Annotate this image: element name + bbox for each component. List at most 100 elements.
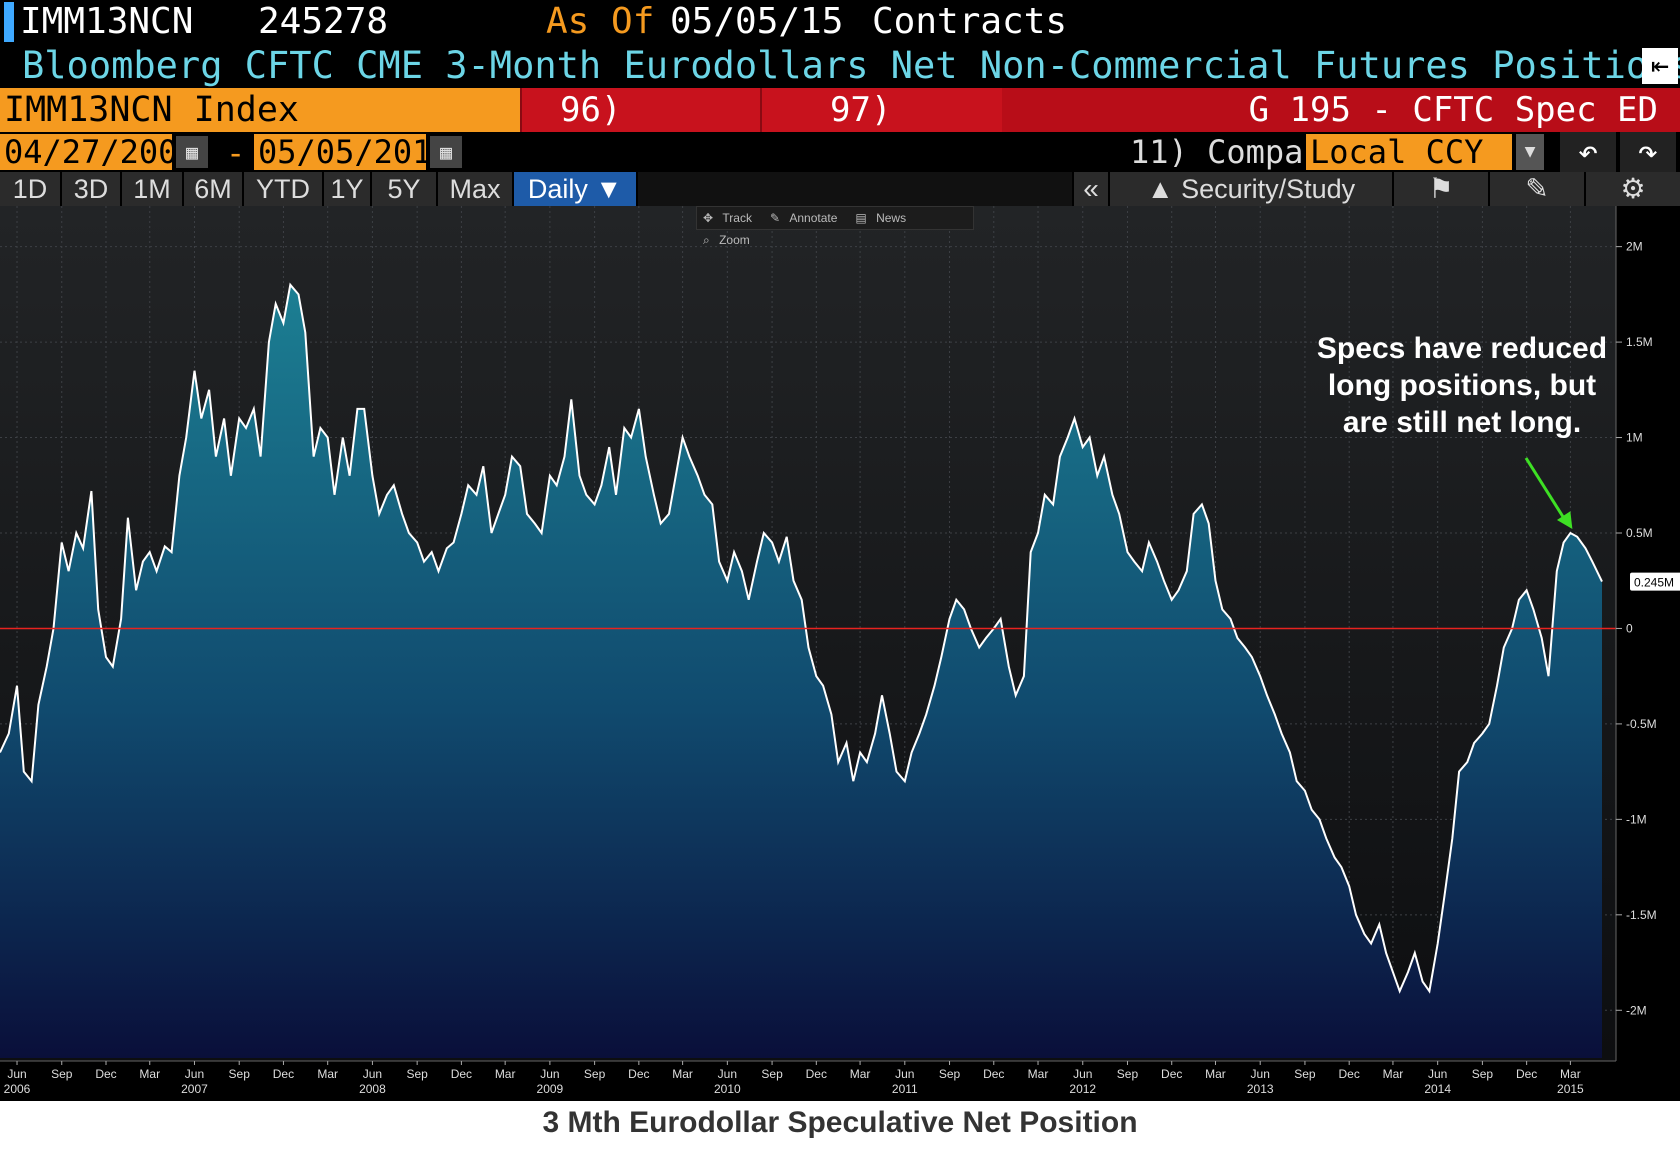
year-label: 2015 <box>1557 1082 1584 1096</box>
x-tick-label: Mar <box>672 1067 693 1081</box>
calendar-icon[interactable]: ▦ <box>176 136 208 168</box>
news-label: News <box>876 211 907 225</box>
y-tick-label: 0.5M <box>1626 526 1653 540</box>
year-label: 2013 <box>1247 1082 1274 1096</box>
tab-daily[interactable]: Daily ▼ <box>514 172 638 206</box>
tab-ytd[interactable]: YTD <box>244 172 324 206</box>
chevron-down-icon[interactable]: ▼ <box>1516 134 1544 170</box>
flag-icon[interactable]: ⚑ <box>1392 172 1488 206</box>
tab-3d[interactable]: 3D <box>62 172 122 206</box>
year-label: 2006 <box>4 1082 31 1096</box>
security-study-label: Security/Study <box>1181 174 1356 204</box>
redo-icon[interactable]: ↷ <box>1620 132 1676 172</box>
track-label: Track <box>722 211 752 225</box>
x-tick-label: Sep <box>229 1067 251 1081</box>
x-tick-label: Dec <box>451 1067 472 1081</box>
x-tick-label: Dec <box>983 1067 1004 1081</box>
gear-icon[interactable]: ⚙ <box>1584 172 1680 206</box>
x-tick-label: Sep <box>1117 1067 1139 1081</box>
x-tick-label: Dec <box>1161 1067 1182 1081</box>
x-tick-label: Mar <box>1560 1067 1581 1081</box>
x-tick-label: Mar <box>139 1067 160 1081</box>
edit-menu[interactable]: 97) Edit▼ <box>760 88 1002 174</box>
x-tick-label: Dec <box>806 1067 827 1081</box>
tab-max[interactable]: Max <box>438 172 514 206</box>
last-value-box <box>1630 572 1680 591</box>
chart-toolbar: ✥ Track ✎ Annotate ▤ News⌕ Zoom <box>696 206 974 247</box>
series-line <box>0 282 1603 994</box>
annotate-tool[interactable]: ✎ Annotate <box>764 207 849 229</box>
as-of-label: As Of <box>546 1 655 42</box>
x-tick-label: Dec <box>1339 1067 1360 1081</box>
x-tick-label: Jun <box>7 1067 26 1081</box>
date-range-bar: 04/27/2006 ▦ - 05/05/2015 ▦ 11) Compare … <box>0 132 1680 172</box>
index-name[interactable]: IMM13NCN Index <box>0 88 520 132</box>
year-label: 2007 <box>181 1082 208 1096</box>
tab-6m[interactable]: 6M <box>184 172 244 206</box>
x-tick-label: Jun <box>1073 1067 1092 1081</box>
annotation-text: are still net long. <box>1343 406 1581 439</box>
units-label: Contracts <box>872 1 1068 42</box>
x-tick-label: Jun <box>1428 1067 1447 1081</box>
x-tick-label: Sep <box>406 1067 428 1081</box>
x-tick-label: Jun <box>185 1067 204 1081</box>
undo-icon[interactable]: ↶ <box>1560 132 1616 172</box>
series-area <box>0 284 1602 1058</box>
x-tick-label: Jun <box>540 1067 559 1081</box>
x-tick-label: Jun <box>895 1067 914 1081</box>
title-bar: IMM13NCN 245278 As Of 05/05/15 Contracts <box>0 0 1680 44</box>
currency-select[interactable]: Local CCY <box>1306 134 1512 170</box>
annotation-text: long positions, but <box>1328 369 1596 402</box>
tab-1d[interactable]: 1D <box>0 172 62 206</box>
security-study-button[interactable]: ▲ Security/Study <box>1108 172 1392 206</box>
x-tick-label: Sep <box>939 1067 961 1081</box>
news-tool[interactable]: ▤ News <box>849 207 918 229</box>
zoom-tool[interactable]: ⌕ Zoom <box>697 229 762 251</box>
x-tick-label: Mar <box>1383 1067 1404 1081</box>
year-label: 2012 <box>1069 1082 1096 1096</box>
y-tick-label: -0.5M <box>1626 717 1657 731</box>
x-tick-label: Mar <box>1205 1067 1226 1081</box>
x-tick-label: Mar <box>495 1067 516 1081</box>
chart-icon: ▲ <box>1146 174 1174 204</box>
y-tick-label: 1.5M <box>1626 335 1653 349</box>
actions-menu[interactable]: 96) Actions▼ <box>520 88 760 174</box>
price-chart[interactable]: 2M 1.5M 1M 0.5M 0 -0.5M -1M -1.5M -2M 0.245M Jun Se… <box>0 206 1680 1101</box>
x-tick-label: Mar <box>850 1067 871 1081</box>
chart-area[interactable]: 2M 1.5M 1M 0.5M 0 -0.5M -1M -1.5M -2M 0.245M Jun Se… <box>0 206 1680 1101</box>
tab-5y[interactable]: 5Y <box>372 172 438 206</box>
year-label: 2014 <box>1424 1082 1451 1096</box>
end-date-field[interactable]: 05/05/2015 <box>254 134 451 170</box>
x-tick-label: Dec <box>628 1067 649 1081</box>
as-of-date: 05/05/15 <box>670 1 844 42</box>
chart-caption: 3 Mth Eurodollar Speculative Net Positio… <box>0 1101 1680 1151</box>
y-tick-label: 0 <box>1626 621 1633 635</box>
start-date-field[interactable]: 04/27/2006 <box>0 134 197 170</box>
y-tick-label: -1M <box>1626 812 1647 826</box>
export-icon[interactable]: ⇤ <box>1642 48 1678 84</box>
last-value-label: 0.245M <box>1634 576 1674 590</box>
x-tick-label: Sep <box>761 1067 783 1081</box>
x-tick-label: Sep <box>1472 1067 1494 1081</box>
x-tick-label: Dec <box>95 1067 116 1081</box>
range-separator: - <box>226 134 246 172</box>
last-value: 245278 <box>258 1 389 42</box>
track-tool[interactable]: ✥ Track <box>697 207 764 229</box>
tab-1m[interactable]: 1M <box>122 172 184 206</box>
zoom-label: Zoom <box>719 233 750 247</box>
collapse-icon[interactable]: « <box>1072 172 1108 206</box>
calendar-icon[interactable]: ▦ <box>430 136 462 168</box>
period-tabs-bar: 1D 3D 1M 6M YTD 1Y 5Y Max Daily ▼ « ▲ Se… <box>0 172 1680 206</box>
annotation-arrowhead <box>1556 511 1573 529</box>
annotation-arrow <box>1524 457 1566 520</box>
x-tick-label: Sep <box>1294 1067 1316 1081</box>
x-tick-label: Sep <box>584 1067 606 1081</box>
edit-icon[interactable]: ✎ <box>1488 172 1584 206</box>
y-tick-label: 1M <box>1626 431 1643 445</box>
x-tick-label: Mar <box>317 1067 338 1081</box>
year-label: 2010 <box>714 1082 741 1096</box>
description-bar: Bloomberg CFTC CME 3-Month Eurodollars N… <box>0 44 1680 88</box>
tab-1y[interactable]: 1Y <box>324 172 372 206</box>
x-tick-label: Sep <box>51 1067 73 1081</box>
x-tick-label: Jun <box>718 1067 737 1081</box>
